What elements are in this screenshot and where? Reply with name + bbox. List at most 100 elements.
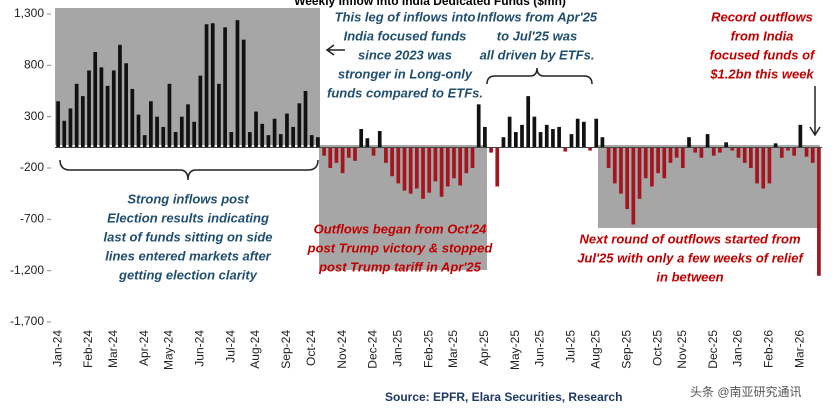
bar <box>662 147 667 179</box>
bar <box>93 51 98 148</box>
bar <box>210 23 215 148</box>
bar <box>179 116 184 148</box>
bar <box>130 88 135 148</box>
annotation: Next round of outflows started from <box>580 231 801 246</box>
bar <box>495 147 500 187</box>
source: Source: EPFR, Elara Securities, Research <box>385 390 622 404</box>
bar <box>520 124 524 148</box>
bar <box>631 147 636 225</box>
x-tick-label: Oct-25 <box>650 330 664 366</box>
bar <box>773 143 778 148</box>
bar <box>532 116 537 148</box>
bar <box>600 137 605 148</box>
bar <box>470 147 475 168</box>
annotation: post Trump victory & stopped <box>307 240 494 255</box>
bar <box>353 147 357 161</box>
x-tick-label: Jun-24 <box>193 330 207 367</box>
x-tick-label: Aug-24 <box>248 330 262 369</box>
bar <box>612 147 617 184</box>
bar <box>582 121 586 148</box>
bar <box>569 134 574 148</box>
bar <box>711 147 716 156</box>
bar <box>241 39 246 148</box>
bar <box>705 134 710 148</box>
bar <box>507 116 512 148</box>
bar <box>272 118 277 148</box>
bar <box>247 132 252 148</box>
bar <box>111 70 116 148</box>
bar <box>643 147 648 179</box>
bar <box>322 147 326 156</box>
bar <box>526 96 531 148</box>
x-tick-label: Jun-25 <box>533 330 547 367</box>
bar <box>155 116 159 148</box>
bar <box>476 104 481 148</box>
bar <box>557 126 561 148</box>
brace <box>59 159 319 181</box>
bar <box>588 147 592 151</box>
x-tick-label: Feb-25 <box>421 330 435 368</box>
bar <box>161 126 166 148</box>
bar <box>118 44 122 148</box>
bar <box>755 147 759 184</box>
bar <box>749 147 753 168</box>
bar <box>724 142 728 148</box>
bar <box>779 147 784 158</box>
bar <box>767 147 772 184</box>
y-tick-label: 1,300 <box>14 6 44 20</box>
annotation: lines entered markets after <box>105 248 271 263</box>
bar <box>316 137 320 148</box>
bar <box>594 118 599 148</box>
annotation: Outflows began from Oct'24 <box>314 221 488 236</box>
bar <box>563 147 568 152</box>
annotation: This leg of inflows into <box>335 9 476 24</box>
chart-title: Weekly Inflow into India Dedicated Funds… <box>294 0 566 8</box>
bar <box>142 135 147 148</box>
bar <box>650 147 654 187</box>
x-tick-label: Jan-26 <box>731 330 745 367</box>
bar <box>439 147 444 197</box>
x-tick-label: Mar-26 <box>793 330 807 368</box>
x-tick-label: May-25 <box>508 330 522 370</box>
bar <box>235 20 240 148</box>
annotation: post Trump tariff in Apr'25 <box>318 259 482 274</box>
annotation: Record outflows <box>711 9 813 24</box>
bar <box>668 147 673 163</box>
bar <box>637 147 642 199</box>
x-tick-label: May-24 <box>162 330 176 370</box>
bar <box>761 147 766 189</box>
bar <box>551 128 555 148</box>
x-tick-label: Oct-24 <box>304 330 318 366</box>
bar <box>260 123 265 148</box>
bar <box>254 111 258 148</box>
bar <box>408 147 413 194</box>
annotation: from India <box>731 28 794 43</box>
x-tick-label: Nov-25 <box>675 330 689 369</box>
arrow <box>809 86 821 137</box>
bar <box>786 147 790 151</box>
shade-outflow-2025 <box>598 145 820 228</box>
bar <box>278 134 283 148</box>
bar <box>340 147 345 174</box>
bar <box>544 124 549 148</box>
annotation: getting election clarity <box>118 267 258 282</box>
bar <box>377 131 382 148</box>
bar <box>817 147 821 276</box>
annotation: in between <box>656 269 723 284</box>
x-tick-label: Dec-24 <box>366 330 380 369</box>
bar <box>328 147 333 168</box>
y-tick-label: 300 <box>24 109 44 123</box>
annotation: Election results indicating <box>107 210 269 225</box>
bar <box>513 132 518 148</box>
bar <box>334 147 339 163</box>
bar <box>718 147 722 153</box>
bar <box>792 147 797 156</box>
bar <box>445 147 450 187</box>
bar <box>433 147 438 182</box>
bar <box>229 132 234 148</box>
x-tick-label: Mar-25 <box>446 330 460 368</box>
watermark: 头条 @南亚研究通讯 <box>690 384 802 399</box>
bar <box>303 91 308 148</box>
brace <box>486 67 593 85</box>
y-tick-label: -1,200 <box>10 263 44 277</box>
